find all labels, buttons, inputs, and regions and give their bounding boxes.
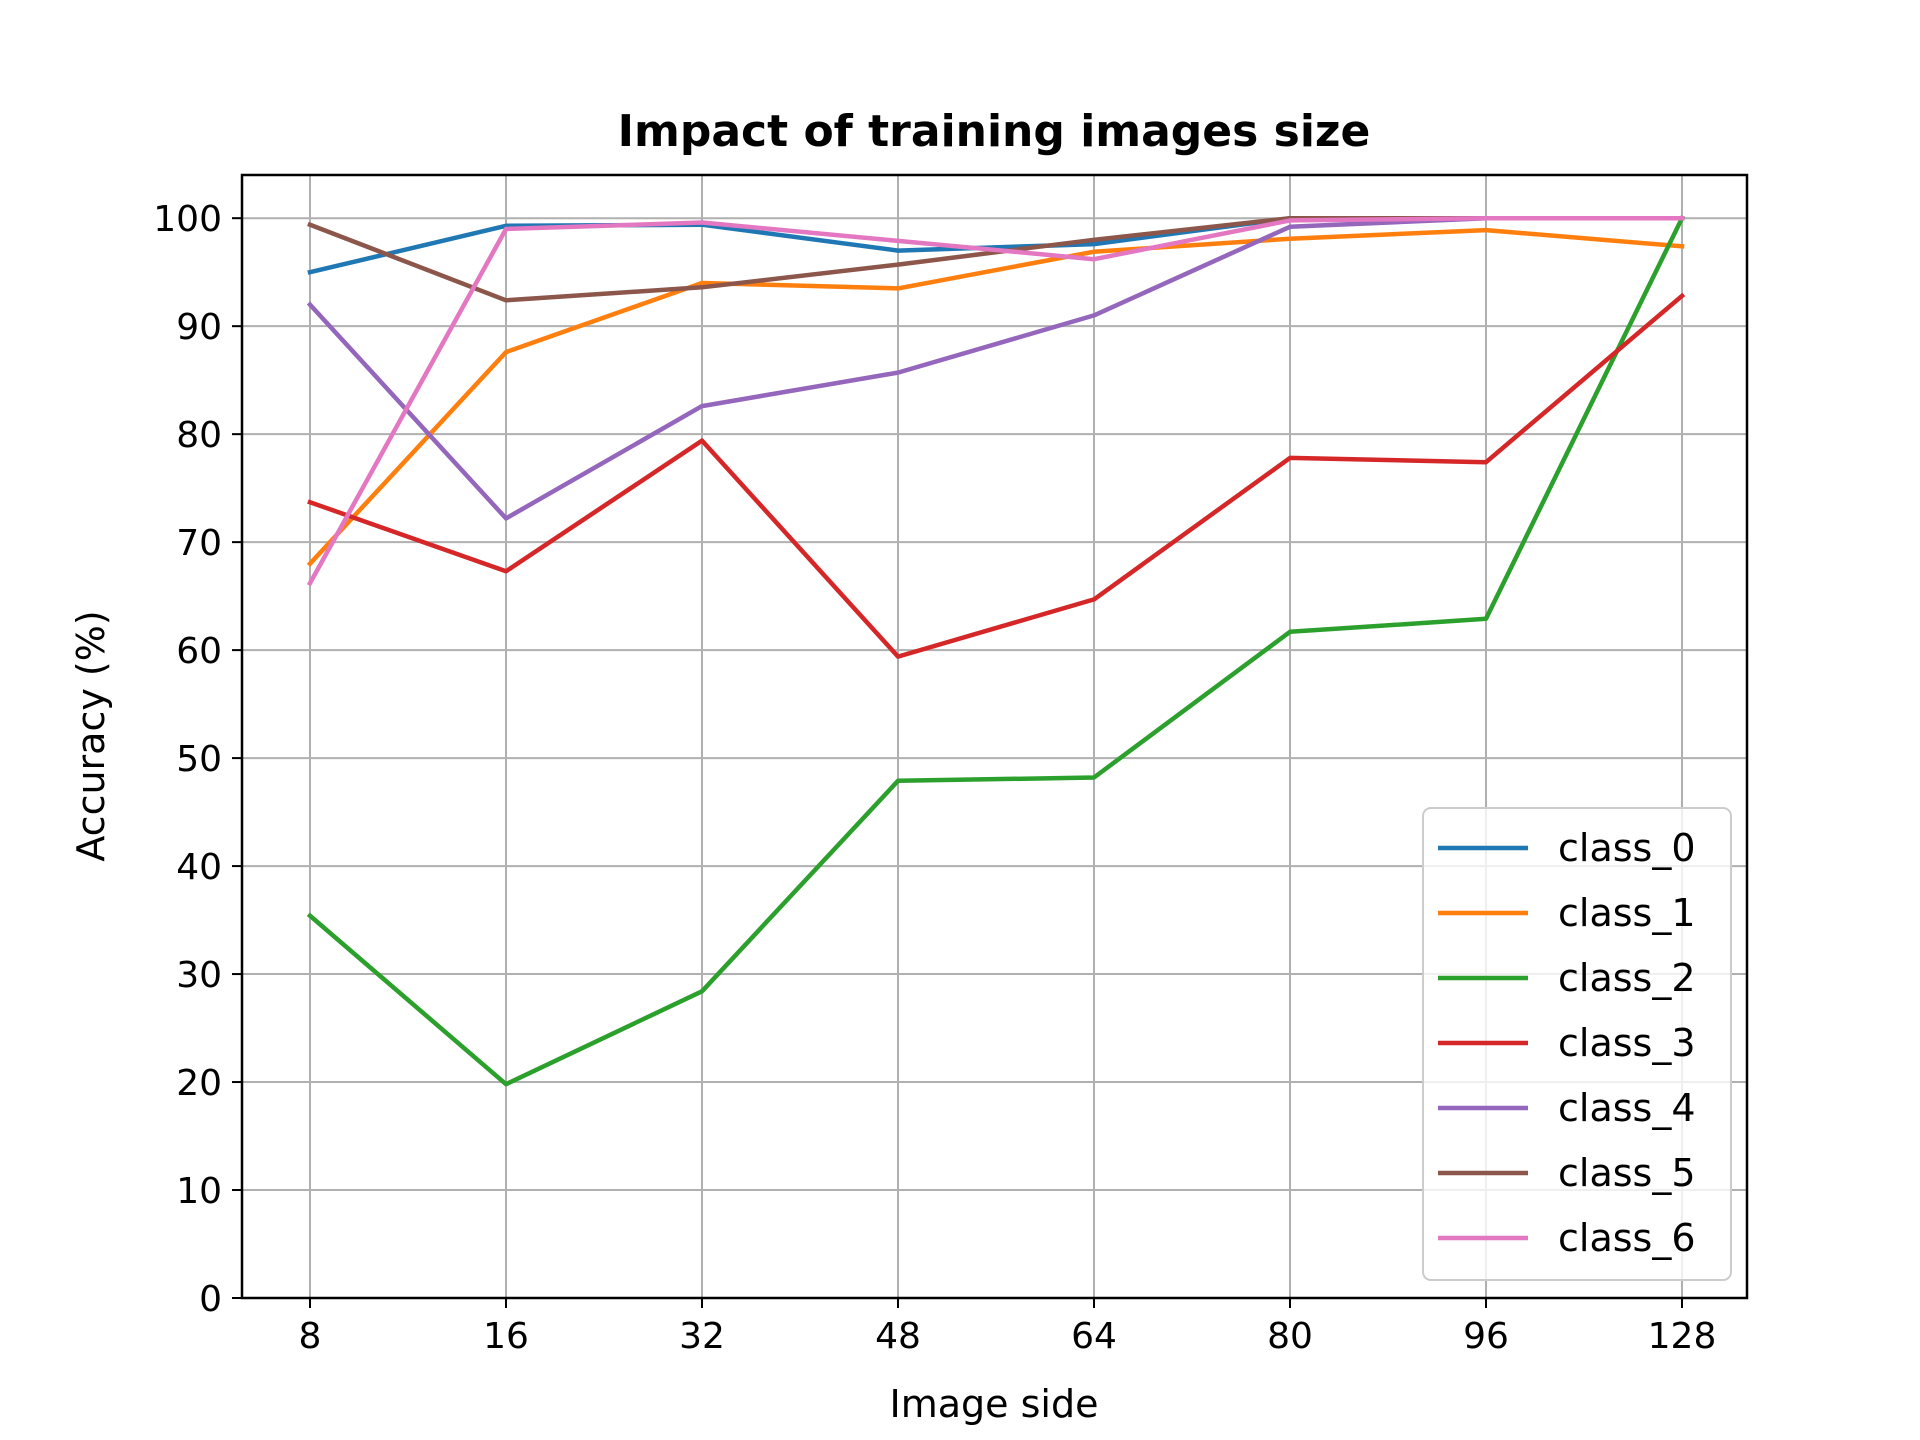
y-tick-label: 10 [176, 1171, 222, 1212]
chart-title: Impact of training images size [618, 106, 1371, 157]
legend-label: class_0 [1558, 826, 1696, 870]
series-line-class-3 [307, 292, 1686, 659]
x-tick-label: 32 [679, 1316, 725, 1357]
y-tick-label: 30 [176, 955, 222, 996]
series-line-class-2 [306, 215, 1686, 1087]
y-tick-label: 70 [176, 523, 222, 564]
y-tick-label: 90 [176, 307, 222, 348]
x-tick-label: 128 [1648, 1316, 1717, 1357]
legend: class_0 class_1 class_2 class_3 class_4class… [1422, 807, 1732, 1281]
y-axis-label: Accuracy (%) [69, 610, 113, 861]
legend-label: class_5 [1558, 1151, 1696, 1195]
y-tick-label: 100 [153, 199, 222, 240]
x-tick-label: 48 [875, 1316, 921, 1357]
y-tick-label: 60 [176, 631, 222, 672]
legend-label: class_1 [1558, 891, 1696, 935]
x-tick-label: 96 [1463, 1316, 1509, 1357]
y-tick-label: 80 [176, 415, 222, 456]
y-tick-label: 50 [176, 739, 222, 780]
legend-label: class_4 [1558, 1086, 1696, 1130]
y-tick-label: 40 [176, 847, 222, 888]
x-tick-label: 80 [1267, 1316, 1313, 1357]
series-line-class-1 [306, 227, 1685, 567]
x-tick-label: 64 [1071, 1316, 1117, 1357]
x-axis-ticks: 8 16 32 48 64 80 96 128 [299, 1298, 1717, 1357]
y-axis-ticks: 0 10 20 30 40 50 60 70 80 90 100 [153, 199, 242, 1320]
legend-label: class_2 [1558, 956, 1696, 1000]
legend-box [1422, 807, 1732, 1281]
plot-area-frame [240, 173, 1749, 1300]
legend-label: class_3 [1558, 1021, 1696, 1065]
x-tick-label: 8 [299, 1316, 322, 1357]
series-line-class-6 [306, 215, 1685, 587]
x-axis-label: Image side [890, 1382, 1099, 1426]
y-tick-label: 20 [176, 1063, 222, 1104]
y-tick-label: 0 [199, 1279, 222, 1320]
legend-label: class_6 [1558, 1216, 1696, 1260]
series-lines [306, 215, 1686, 1087]
x-tick-label: 16 [483, 1316, 529, 1357]
